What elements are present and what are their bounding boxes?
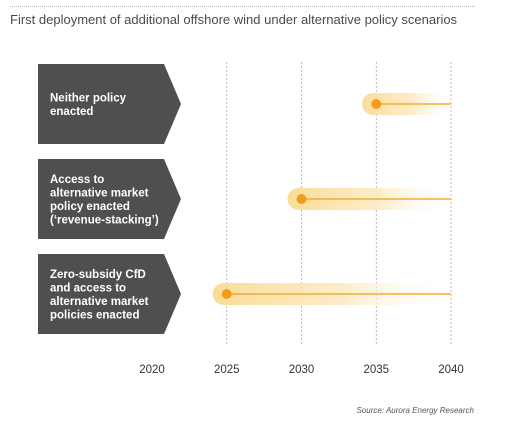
scenario-label-line: (‘revenue-stacking’) [50, 214, 159, 226]
scenario-label-line: alternative market [50, 187, 149, 199]
top-divider [10, 6, 475, 7]
scenario-label-line: and access to [50, 282, 126, 294]
scenario-label-line: alternative market [50, 296, 149, 308]
scenario-label: Access to alternative market policy enacte… [50, 174, 159, 227]
scenario-arrow [38, 159, 181, 239]
scenario-row: Access to alternative market policy enacte… [38, 159, 455, 239]
x-tick-label-2030: 2030 [289, 364, 315, 376]
first-deployment-point [221, 289, 232, 299]
first-deployment-point [296, 194, 307, 204]
scenario-row: Neither policy enacted [38, 64, 455, 144]
scenario-label-line: policy enacted [50, 201, 130, 213]
scenario-label-line: policies enacted [50, 309, 139, 321]
chart-title: First deployment of additional offshore … [10, 12, 458, 27]
x-tick-label-2035: 2035 [363, 364, 389, 376]
scenario-label-line: enacted [50, 106, 93, 118]
scenario-label-line: Access to [50, 174, 104, 186]
scenario-label-line: Zero-subsidy CfD [50, 269, 146, 281]
scenario-label: Neither policy enacted [50, 92, 127, 118]
source-note: Source: Aurora Energy Research [356, 406, 474, 415]
x-axis-ticks: 2020 2025 2030 2035 2040 [139, 364, 464, 376]
scenario-arrow [38, 254, 181, 334]
x-tick-label-2040: 2040 [438, 364, 464, 376]
first-deployment-point [371, 99, 382, 109]
scenario-label: Zero-subsidy CfD and access to alternative… [50, 269, 149, 322]
scenario-label-line: Neither policy [50, 92, 127, 104]
x-tick-label-2020: 2020 [139, 364, 165, 376]
x-tick-label-2025: 2025 [214, 364, 240, 376]
scenario-row: Zero-subsidy CfD and access to alternative… [38, 254, 455, 334]
scenario-arrow [38, 64, 181, 144]
